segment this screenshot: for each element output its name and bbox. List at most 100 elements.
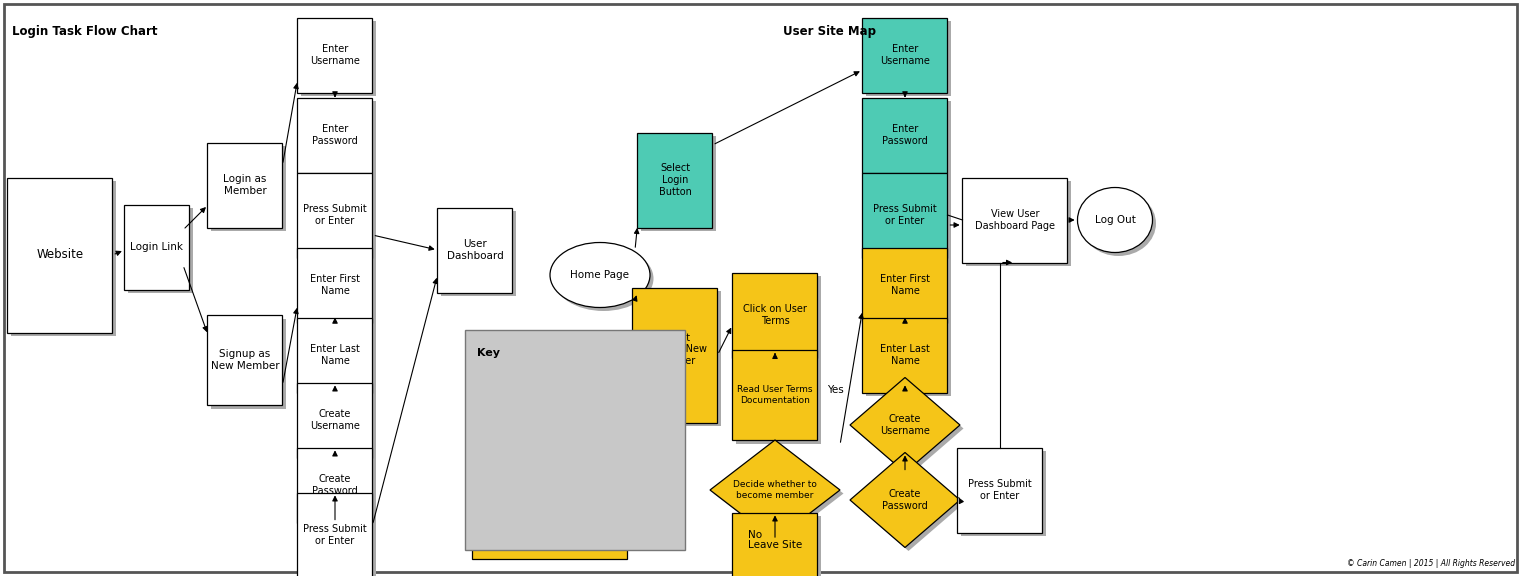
FancyBboxPatch shape <box>301 321 376 396</box>
FancyBboxPatch shape <box>736 516 821 576</box>
FancyBboxPatch shape <box>298 172 373 257</box>
FancyBboxPatch shape <box>128 208 193 293</box>
Text: New Member Process: New Member Process <box>505 540 595 550</box>
FancyBboxPatch shape <box>8 177 113 332</box>
FancyBboxPatch shape <box>862 248 948 323</box>
Text: Start/
End: Start/ End <box>499 376 522 395</box>
FancyBboxPatch shape <box>966 181 1071 266</box>
FancyBboxPatch shape <box>207 315 283 405</box>
FancyBboxPatch shape <box>478 420 543 450</box>
FancyBboxPatch shape <box>865 251 951 326</box>
FancyBboxPatch shape <box>298 248 373 323</box>
FancyBboxPatch shape <box>862 172 948 257</box>
Text: Create
Username: Create Username <box>310 409 360 431</box>
Polygon shape <box>850 453 960 548</box>
Text: Action: Action <box>587 381 613 389</box>
FancyBboxPatch shape <box>301 176 376 261</box>
Text: Home Page: Home Page <box>570 270 630 280</box>
FancyBboxPatch shape <box>475 501 625 529</box>
Text: Enter
Password: Enter Password <box>882 124 928 146</box>
Polygon shape <box>713 444 844 544</box>
Text: Yes: Yes <box>826 385 843 395</box>
Text: Document: Document <box>488 430 532 439</box>
Ellipse shape <box>551 242 649 308</box>
Polygon shape <box>710 440 840 540</box>
FancyBboxPatch shape <box>298 97 373 172</box>
FancyBboxPatch shape <box>640 136 716 231</box>
FancyBboxPatch shape <box>862 17 948 93</box>
FancyBboxPatch shape <box>733 350 817 440</box>
Text: Create
Password: Create Password <box>312 474 357 496</box>
FancyBboxPatch shape <box>572 370 628 400</box>
FancyBboxPatch shape <box>862 317 948 392</box>
FancyBboxPatch shape <box>301 386 376 461</box>
FancyBboxPatch shape <box>5 4 1516 572</box>
Text: Log Out: Log Out <box>1095 215 1136 225</box>
Text: Create
Password: Create Password <box>882 489 928 511</box>
FancyBboxPatch shape <box>207 142 283 228</box>
FancyBboxPatch shape <box>865 21 951 96</box>
FancyBboxPatch shape <box>301 251 376 326</box>
FancyBboxPatch shape <box>11 181 116 336</box>
Polygon shape <box>485 468 564 502</box>
Text: Enter First
Name: Enter First Name <box>310 274 360 296</box>
Text: Signup as
New Member: Signup as New Member <box>211 349 280 371</box>
FancyBboxPatch shape <box>301 101 376 176</box>
Ellipse shape <box>481 367 540 403</box>
FancyBboxPatch shape <box>298 448 373 522</box>
FancyBboxPatch shape <box>211 319 286 408</box>
FancyBboxPatch shape <box>636 291 721 426</box>
Text: Decide whether to
become member: Decide whether to become member <box>733 480 817 500</box>
Text: Enter First
Name: Enter First Name <box>881 274 929 296</box>
FancyBboxPatch shape <box>736 276 821 361</box>
Text: Select
Login
Button: Select Login Button <box>659 164 692 196</box>
Text: Press Submit
or Enter: Press Submit or Enter <box>303 524 367 546</box>
FancyBboxPatch shape <box>862 97 948 172</box>
Text: View User
Dashboard Page: View User Dashboard Page <box>975 209 1056 231</box>
FancyBboxPatch shape <box>211 146 286 231</box>
Text: Create
Username: Create Username <box>881 414 929 436</box>
FancyBboxPatch shape <box>572 418 628 453</box>
FancyBboxPatch shape <box>125 204 190 290</box>
FancyBboxPatch shape <box>958 448 1042 532</box>
FancyBboxPatch shape <box>961 451 1046 536</box>
Text: User
Dashboard: User Dashboard <box>447 239 503 261</box>
FancyBboxPatch shape <box>473 531 628 559</box>
Ellipse shape <box>1077 188 1153 252</box>
Text: Enter
Username: Enter Username <box>881 44 929 66</box>
FancyBboxPatch shape <box>298 492 373 576</box>
Text: Press Submit
or Enter: Press Submit or Enter <box>969 479 1031 501</box>
Text: Select
Become New
Member
Link: Select Become New Member Link <box>643 332 707 377</box>
Text: Leave Site: Leave Site <box>748 540 802 550</box>
FancyBboxPatch shape <box>637 132 712 228</box>
Text: Enter Last
Name: Enter Last Name <box>310 344 360 366</box>
FancyBboxPatch shape <box>733 513 817 576</box>
FancyBboxPatch shape <box>298 382 373 457</box>
FancyBboxPatch shape <box>865 176 951 261</box>
FancyBboxPatch shape <box>733 272 817 358</box>
FancyBboxPatch shape <box>438 207 513 293</box>
Text: No: No <box>748 530 762 540</box>
Text: Process: Process <box>584 430 616 439</box>
Ellipse shape <box>554 246 654 311</box>
FancyBboxPatch shape <box>736 354 821 444</box>
Text: Decision: Decision <box>506 480 543 490</box>
FancyBboxPatch shape <box>301 451 376 526</box>
Polygon shape <box>850 377 960 472</box>
FancyBboxPatch shape <box>301 496 376 576</box>
Text: Website: Website <box>37 248 84 262</box>
FancyBboxPatch shape <box>301 21 376 96</box>
Text: Press Submit
or Enter: Press Submit or Enter <box>873 204 937 226</box>
Text: Press Submit
or Enter: Press Submit or Enter <box>303 204 367 226</box>
FancyBboxPatch shape <box>865 321 951 396</box>
Polygon shape <box>853 381 963 476</box>
Text: Click on User
Terms: Click on User Terms <box>744 304 808 326</box>
FancyBboxPatch shape <box>298 17 373 93</box>
Polygon shape <box>853 456 963 551</box>
Text: Enter
Username: Enter Username <box>310 44 360 66</box>
Text: Enter
Password: Enter Password <box>312 124 357 146</box>
FancyBboxPatch shape <box>298 317 373 392</box>
FancyBboxPatch shape <box>441 211 516 296</box>
FancyBboxPatch shape <box>865 101 951 176</box>
Text: Login Link: Login Link <box>131 242 184 252</box>
